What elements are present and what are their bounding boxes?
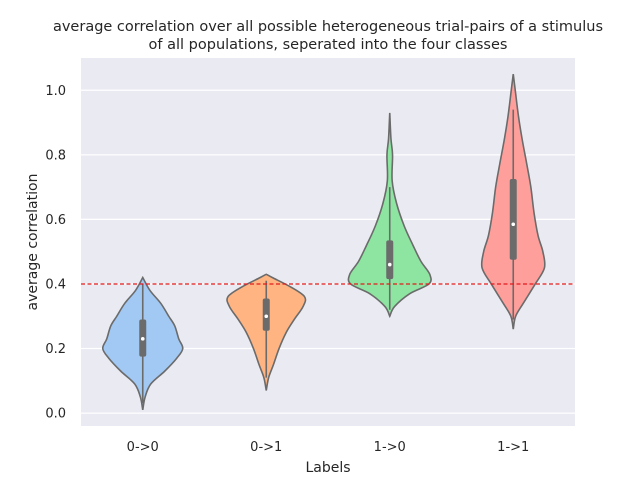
y-tick-label: 0.8 (45, 148, 66, 163)
y-tick-label: 1.0 (45, 84, 66, 99)
x-ticks: 0->0 0->1 1->0 1->1 (127, 440, 530, 455)
y-tick-label: 0.6 (45, 213, 66, 228)
y-tick-label: 0.4 (45, 277, 66, 292)
violin-median (387, 262, 392, 267)
y-tick-label: 0.0 (45, 407, 66, 422)
violin-iqr-box (386, 240, 394, 280)
x-tick-label: 1->0 (374, 440, 406, 455)
chart-subtitle: of all populations, seperated into the f… (149, 37, 508, 53)
y-tick-label: 0.2 (45, 342, 66, 357)
violin-median (140, 337, 145, 341)
violin-median (264, 314, 269, 319)
violin-median (511, 222, 516, 227)
x-axis-label: Labels (305, 460, 350, 476)
x-tick-label: 0->1 (250, 440, 282, 455)
x-tick-label: 1->1 (497, 440, 529, 455)
x-tick-label: 0->0 (127, 440, 159, 455)
violins (101, 74, 546, 411)
chart-title: average correlation over all possible he… (53, 19, 603, 35)
y-ticks: 0.0 0.2 0.4 0.6 0.8 1.0 (45, 84, 66, 422)
violin-iqr-box (509, 179, 517, 260)
y-axis-label: average correlation (25, 174, 41, 311)
